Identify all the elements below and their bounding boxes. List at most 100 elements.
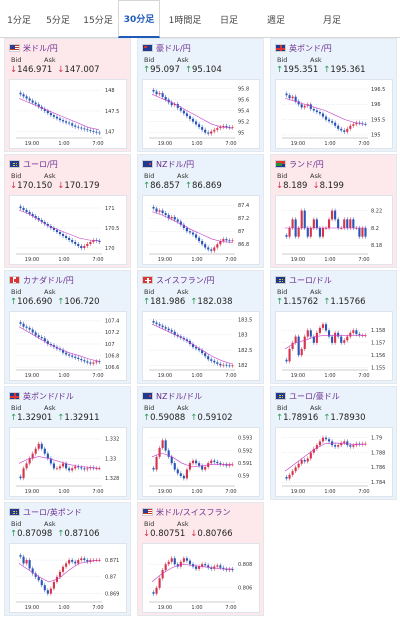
pair-name[interactable]: NZドル/円: [156, 159, 195, 169]
y-tick-label: 107.4: [105, 319, 119, 325]
ca-flag-icon: [9, 276, 20, 284]
y-tick-label: 8.18: [371, 243, 382, 249]
x-tick-label: 19:00: [25, 489, 39, 495]
candle: [182, 558, 185, 562]
candle: [219, 463, 222, 465]
us-flag-icon: [9, 44, 20, 52]
candle: [337, 125, 340, 129]
rate-card-usd-chf[interactable]: 米ドル/スイスフラン Bid Ask ↓ 0.80751 ↓ 0.80766 0.808 0.8…: [137, 502, 264, 616]
rate-card-eur-gbp[interactable]: ユーロ/英ポンド Bid Ask ↑ 0.87098 ↑ 0.87106 0.871 0.87 0…: [4, 502, 131, 616]
rate-card-eur-aud[interactable]: ユーロ/豪ドル Bid Ask ↑ 1.78916 ↑ 1.78930 1.79 1.788 1.…: [270, 386, 397, 500]
bid-price: 86.857: [150, 181, 180, 191]
candle: [222, 464, 225, 466]
mini-chart[interactable]: 107.4 107.2 107 106.8 106.6 19:00 1:00 7:00: [9, 311, 127, 381]
pair-name[interactable]: ランド/円: [289, 159, 324, 169]
candle: [288, 348, 291, 362]
pair-name[interactable]: 英ポンド/円: [289, 43, 332, 53]
bid-label: Bid: [11, 56, 22, 64]
tab-6[interactable]: 週足: [266, 15, 285, 26]
bid-label: Bid: [144, 520, 155, 528]
rate-card-cad-jpy[interactable]: カナダドル/円 Bid Ask ↑ 106.690 ↑ 106.720 107.4 107.2 1…: [4, 270, 131, 384]
mini-chart[interactable]: 183.5 183 182.5 182 19:00 1:00 7:00: [142, 311, 260, 381]
candle: [71, 560, 74, 562]
candle: [231, 568, 234, 571]
candle: [164, 440, 167, 451]
mini-chart[interactable]: 8.22 8.2 8.18 19:00 1:00 7:00: [275, 195, 393, 265]
rate-card-usd-jpy[interactable]: 米ドル/円 Bid Ask ↓ 146.971 ↓ 147.007 148 147.5 147 19…: [4, 38, 131, 152]
pair-name[interactable]: ユーロ/円: [23, 159, 58, 169]
y-tick-label: 182: [238, 363, 248, 369]
rate-card-chf-jpy[interactable]: スイスフラン/円 Bid Ask ↑ 181.986 ↑ 182.038 183.5 183 18…: [137, 270, 264, 384]
ask-price: 147.007: [64, 65, 100, 75]
x-tick-label: 7:00: [225, 605, 236, 611]
candle: [71, 355, 74, 357]
tab-5[interactable]: 日足: [219, 15, 238, 26]
pair-name[interactable]: 米ドル/スイスフラン: [156, 507, 231, 517]
tab-4[interactable]: 1時間足: [168, 15, 202, 26]
mini-chart[interactable]: 171 170.5 170 19:00 1:00 7:00: [9, 195, 127, 265]
up-arrow-icon: ↑: [143, 413, 151, 423]
pair-name[interactable]: 米ドル/円: [23, 43, 58, 53]
y-tick-label: 1.155: [371, 365, 385, 371]
pair-name[interactable]: ユーロ/英ポンド: [23, 507, 82, 517]
up-arrow-icon: ↑: [57, 529, 65, 539]
candle: [83, 246, 86, 248]
candle: [74, 466, 77, 469]
candle: [213, 247, 216, 251]
tab-1[interactable]: 5分足: [46, 15, 70, 26]
mini-chart[interactable]: 1.158 1.157 1.156 1.155 19:00 1:00 7:00: [275, 311, 393, 381]
rate-card-nzd-usd[interactable]: NZドル/ドル Bid Ask ↑ 0.59088 ↑ 0.59102 0.593 0.592 0…: [137, 386, 264, 500]
candle: [161, 570, 164, 579]
pair-name[interactable]: 英ポンド/ドル: [23, 391, 74, 401]
mini-chart[interactable]: 1.332 1.33 1.328 19:00 1:00 7:00: [9, 427, 127, 497]
pair-name[interactable]: スイスフラン/円: [156, 275, 215, 285]
pair-name[interactable]: NZドル/ドル: [156, 391, 203, 401]
price-row: ↑ 195.351 ↑ 195.361: [276, 65, 366, 75]
y-tick-label: 0.808: [238, 562, 252, 568]
tab-7[interactable]: 月足: [322, 15, 341, 26]
mini-chart[interactable]: 0.808 0.806 19:00 1:00 7:00: [142, 543, 260, 613]
candle: [167, 450, 170, 457]
pair-name[interactable]: ユーロ/豪ドル: [289, 391, 340, 401]
ask-price: 182.038: [197, 297, 233, 307]
y-tick-label: 107: [105, 342, 115, 348]
candle: [204, 466, 207, 470]
mini-chart[interactable]: 95.8 95.6 95.4 95.2 95 19:00 1:00 7:00: [142, 79, 260, 149]
candle: [40, 220, 43, 222]
rate-card-zar-jpy[interactable]: ランド/円 Bid Ask ↓ 8.189 ↓ 8.199 8.22 8.2 8.18 19:00 1…: [270, 154, 397, 268]
rate-card-gbp-usd[interactable]: 英ポンド/ドル Bid Ask ↑ 1.32901 ↑ 1.32911 1.332 1.33 1.…: [4, 386, 131, 500]
candle: [334, 122, 337, 126]
rate-card-eur-usd[interactable]: ユーロ/ドル Bid Ask ↑ 1.15762 ↑ 1.15766 1.158 1.157 1.…: [270, 270, 397, 384]
y-tick-label: 196: [371, 102, 381, 108]
tab-0[interactable]: 1分足: [7, 15, 31, 26]
candle: [182, 475, 185, 479]
rate-card-nzd-jpy[interactable]: NZドル/円 Bid Ask ↑ 86.857 ↑ 86.869 87.4 87.2 87 86.8…: [137, 154, 264, 268]
bid-price: 181.986: [150, 297, 186, 307]
candle: [231, 127, 234, 128]
mini-chart[interactable]: 196.5 196 195.5 195 19:00 1:00 7:00: [275, 79, 393, 149]
candle: [158, 578, 161, 588]
pair-name[interactable]: ユーロ/ドル: [289, 275, 332, 285]
moving-average-line: [18, 456, 100, 469]
rate-card-gbp-jpy[interactable]: 英ポンド/円 Bid Ask ↑ 195.351 ↑ 195.361 196.5 196 195.…: [270, 38, 397, 152]
mini-chart[interactable]: 0.593 0.592 0.591 0.59 19:00 1:00 7:00: [142, 427, 260, 497]
pair-name[interactable]: カナダドル/円: [23, 275, 74, 285]
mini-chart[interactable]: 0.871 0.87 0.869 19:00 1:00 7:00: [9, 543, 127, 613]
mini-chart[interactable]: 1.79 1.788 1.786 1.784 19:00 1:00 7:00: [275, 427, 393, 497]
rate-card-aud-jpy[interactable]: 豪ドル/円 Bid Ask ↑ 95.097 ↑ 95.104 95.8 95.6 95.4 95.…: [137, 38, 264, 152]
ask-label: Ask: [310, 56, 322, 64]
rate-card-eur-jpy[interactable]: ユーロ/円 Bid Ask ↓ 170.150 ↓ 170.179 171 170.5 170 19…: [4, 154, 131, 268]
candle: [291, 342, 294, 349]
tab-2[interactable]: 15分足: [83, 15, 113, 26]
candle: [89, 362, 92, 364]
mini-chart[interactable]: 87.4 87.2 87 86.8 19:00 1:00 7:00: [142, 195, 260, 265]
candle: [65, 121, 68, 123]
moving-average-line: [151, 93, 233, 129]
candle: [173, 463, 176, 470]
candle: [173, 216, 176, 220]
x-tick-label: 1:00: [58, 373, 69, 379]
tab-3[interactable]: 30分足: [118, 0, 160, 38]
pair-name[interactable]: 豪ドル/円: [156, 43, 191, 53]
mini-chart[interactable]: 148 147.5 147 19:00 1:00 7:00: [9, 79, 127, 149]
candle: [228, 464, 231, 466]
